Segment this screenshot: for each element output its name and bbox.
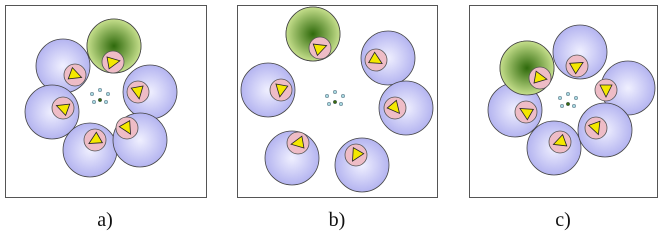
- center-dot: [98, 88, 102, 92]
- center-dot: [566, 102, 570, 106]
- panel-label: c): [555, 209, 571, 231]
- center-dot: [333, 90, 337, 94]
- panel-label: b): [329, 209, 346, 231]
- center-dot: [560, 104, 564, 108]
- center-dot: [341, 94, 345, 98]
- center-dot: [566, 92, 570, 96]
- figure: a) b) c): [0, 0, 664, 241]
- center-dot: [333, 100, 337, 104]
- center-dot: [106, 92, 110, 96]
- center-dot: [92, 100, 96, 104]
- center-dot: [325, 94, 329, 98]
- center-dot: [104, 100, 108, 104]
- center-dot: [98, 98, 102, 102]
- center-dot: [558, 96, 562, 100]
- center-dot: [90, 92, 94, 96]
- center-dot: [339, 102, 343, 106]
- center-dot: [572, 104, 576, 108]
- center-dot: [327, 102, 331, 106]
- panel-label: a): [97, 209, 113, 231]
- center-dot: [574, 96, 578, 100]
